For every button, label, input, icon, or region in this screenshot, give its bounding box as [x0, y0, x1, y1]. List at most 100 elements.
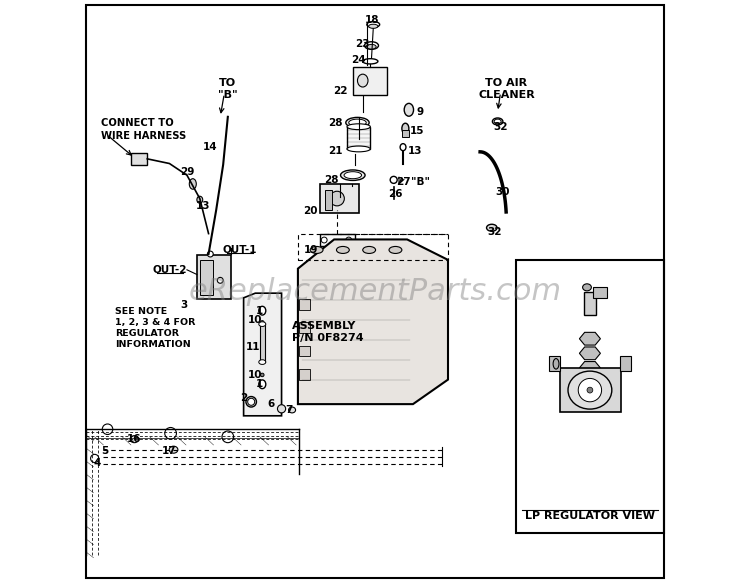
Text: 28: 28: [324, 175, 338, 185]
Text: OUT-2: OUT-2: [152, 265, 187, 275]
Ellipse shape: [259, 360, 266, 364]
Ellipse shape: [259, 322, 266, 326]
Ellipse shape: [259, 306, 266, 315]
Bar: [200, 260, 213, 295]
Ellipse shape: [494, 119, 501, 124]
Ellipse shape: [583, 284, 591, 291]
Bar: [197, 255, 231, 299]
Ellipse shape: [493, 118, 503, 125]
Text: SEE NOTE
1, 2, 3 & 4 FOR
REGULATOR
INFORMATION: SEE NOTE 1, 2, 3 & 4 FOR REGULATOR INFOR…: [115, 307, 196, 349]
Ellipse shape: [402, 123, 409, 134]
Text: 18: 18: [364, 15, 380, 26]
Text: 4: 4: [94, 457, 101, 468]
Circle shape: [278, 405, 286, 413]
Text: 1: 1: [256, 379, 263, 390]
Ellipse shape: [349, 119, 366, 126]
Ellipse shape: [310, 246, 323, 253]
Bar: [326, 190, 332, 210]
Bar: [352, 67, 387, 95]
Text: OUT-1: OUT-1: [222, 245, 256, 255]
Text: 14: 14: [203, 142, 217, 152]
Bar: [516, 260, 664, 533]
Bar: [299, 346, 310, 356]
Circle shape: [165, 427, 176, 439]
Text: CONNECT TO
WIRE HARNESS: CONNECT TO WIRE HARNESS: [100, 119, 186, 141]
Text: 16: 16: [128, 434, 142, 444]
Circle shape: [578, 378, 602, 402]
Polygon shape: [580, 347, 601, 360]
Text: 23: 23: [355, 39, 370, 49]
Ellipse shape: [367, 44, 376, 49]
Ellipse shape: [346, 117, 369, 128]
Text: TO AIR
CLEANER: TO AIR CLEANER: [478, 78, 535, 100]
Text: 24: 24: [351, 54, 366, 65]
Ellipse shape: [358, 74, 368, 87]
Bar: [299, 299, 310, 310]
Bar: [131, 153, 147, 165]
Ellipse shape: [259, 380, 266, 389]
Ellipse shape: [217, 277, 223, 283]
Ellipse shape: [344, 172, 362, 179]
Text: 28: 28: [328, 117, 343, 128]
Polygon shape: [580, 361, 601, 374]
Bar: [260, 324, 265, 362]
Text: 15: 15: [410, 126, 424, 137]
Bar: [560, 368, 621, 412]
Ellipse shape: [208, 251, 213, 257]
Ellipse shape: [260, 321, 264, 324]
Text: eReplacementParts.com: eReplacementParts.com: [188, 277, 562, 307]
Bar: [549, 356, 560, 371]
Ellipse shape: [487, 224, 497, 231]
Text: 29: 29: [180, 167, 194, 178]
Ellipse shape: [248, 398, 255, 405]
Text: 22: 22: [333, 85, 347, 96]
Circle shape: [390, 176, 398, 183]
Text: LP REGULATOR VIEW: LP REGULATOR VIEW: [525, 510, 655, 521]
Ellipse shape: [330, 192, 344, 206]
Text: 6: 6: [268, 399, 274, 409]
Text: 10: 10: [248, 370, 262, 380]
Text: ASSEMBLY
P/N 0F8274: ASSEMBLY P/N 0F8274: [292, 321, 364, 343]
Ellipse shape: [337, 246, 350, 253]
Bar: [620, 356, 631, 371]
Text: 3: 3: [180, 300, 187, 310]
Bar: [347, 127, 370, 149]
Circle shape: [587, 387, 592, 393]
Text: 27: 27: [396, 177, 410, 187]
Circle shape: [346, 237, 352, 243]
Text: 13: 13: [196, 200, 210, 211]
Ellipse shape: [368, 24, 378, 28]
Text: 2: 2: [240, 393, 248, 404]
Ellipse shape: [170, 446, 178, 453]
Ellipse shape: [363, 58, 378, 64]
Bar: [299, 322, 310, 333]
Ellipse shape: [367, 22, 380, 27]
Bar: [320, 184, 359, 213]
Text: "B": "B": [411, 177, 430, 187]
Text: 7: 7: [285, 405, 292, 415]
Ellipse shape: [553, 359, 559, 369]
Bar: [299, 369, 310, 380]
Text: 19: 19: [304, 245, 318, 255]
Ellipse shape: [260, 373, 264, 377]
Ellipse shape: [197, 196, 202, 203]
Circle shape: [91, 454, 99, 463]
Text: 5: 5: [101, 446, 109, 456]
Ellipse shape: [130, 436, 139, 443]
Text: 20: 20: [304, 206, 318, 217]
Polygon shape: [580, 332, 601, 345]
Ellipse shape: [568, 371, 612, 409]
Ellipse shape: [389, 246, 402, 253]
Circle shape: [321, 237, 327, 243]
Text: 26: 26: [388, 189, 403, 199]
Bar: [402, 130, 409, 137]
Bar: [320, 234, 355, 246]
Text: 30: 30: [495, 186, 509, 197]
Polygon shape: [298, 239, 448, 404]
Text: 32: 32: [494, 122, 508, 133]
Text: 32: 32: [488, 227, 502, 238]
Text: TO
"B": TO "B": [218, 78, 238, 100]
Ellipse shape: [289, 407, 296, 413]
Ellipse shape: [347, 124, 370, 130]
Circle shape: [102, 424, 112, 434]
